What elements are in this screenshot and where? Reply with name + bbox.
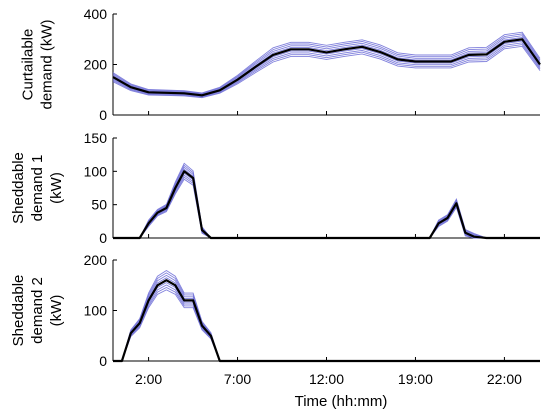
y-tick-label: 50: [91, 197, 107, 213]
y-axis-title-line: demand (kW): [39, 19, 56, 109]
chart-panel-2: 0 50 100 150 Sheddable demand 1 (kW): [10, 130, 540, 246]
scenario-line: [113, 286, 540, 362]
chart-panel-3: 0 100 200 2:00 7:00 12:00 19:00 22:00 Sheddable d…: [10, 252, 540, 387]
y-axis-title-line: Sheddable: [10, 152, 27, 224]
y-axis-title-line: (kW): [48, 295, 65, 327]
y-tick-label: 400: [84, 6, 108, 22]
x-tick-label: 2:00: [135, 371, 162, 387]
y-axis-title: Sheddable demand 2 (kW): [10, 275, 65, 347]
y-tick-label: 100: [84, 163, 108, 179]
y-tick-label: 0: [99, 230, 107, 246]
y-axis-title-line: Curtailable: [20, 29, 37, 101]
x-axis-title: Time (hh:mm): [295, 393, 388, 410]
y-tick-label: 0: [99, 353, 107, 369]
y-tick-label: 200: [84, 252, 108, 268]
scenario-line: [112, 44, 541, 98]
y-tick-label: 200: [84, 57, 108, 73]
chart-panel-1: 0 200 400 Curtailable demand (kW): [20, 6, 541, 123]
scenario-line: [112, 42, 541, 97]
x-tick-label: 19:00: [398, 371, 433, 387]
scenario-line: [112, 45, 541, 99]
y-axis-title-line: demand 2: [29, 277, 46, 344]
x-tick-label: 7:00: [224, 371, 251, 387]
y-tick-label: 0: [99, 107, 107, 123]
y-axis-title-line: demand 1: [29, 155, 46, 222]
scenario-line: [112, 33, 541, 94]
x-tick-label: 22:00: [487, 371, 522, 387]
scenario-line: [113, 164, 540, 239]
y-axis-title-line: Sheddable: [10, 275, 27, 347]
chart-panels: 0 200 400 Curtailable demand (kW) 0 50 100 150 Sh…: [10, 6, 541, 387]
y-axis-title: Curtailable demand (kW): [20, 19, 56, 109]
scenario-line: [113, 162, 540, 239]
x-tick-label: 12:00: [309, 371, 344, 387]
scenario-line: [112, 31, 541, 94]
y-tick-label: 150: [84, 130, 108, 146]
scenario-line: [112, 37, 541, 96]
mean-series-line: [112, 38, 541, 97]
mean-series-line: [113, 279, 540, 363]
scenario-line: [113, 289, 540, 362]
y-tick-label: 100: [84, 303, 108, 319]
mean-series-line: [113, 170, 540, 240]
y-axis-title-line: (kW): [48, 172, 65, 204]
y-axis-title: Sheddable demand 1 (kW): [10, 152, 65, 224]
scenario-line: [112, 35, 541, 95]
